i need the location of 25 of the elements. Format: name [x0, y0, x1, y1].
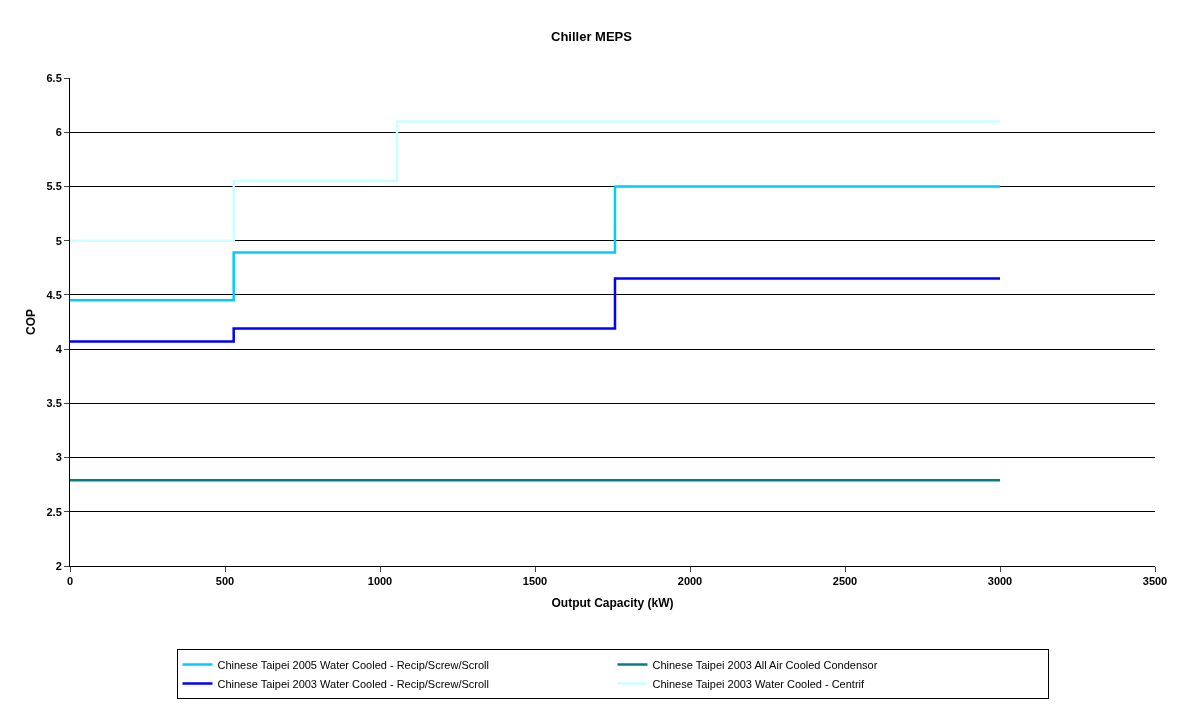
legend-label: Chinese Taipei 2003 Water Cooled - Centrif [652, 677, 865, 690]
y-tick-label: 3 [55, 451, 62, 464]
y-axis-title: COP [23, 308, 38, 336]
y-tick-label: 4 [55, 342, 63, 355]
x-axis-title: Output Capacity (kW) [551, 596, 674, 611]
legend-label: Chinese Taipei 2003 All Air Cooled Condensor [652, 658, 878, 671]
y-tick-label: 2 [55, 559, 62, 572]
x-tick-label: 3000 [987, 575, 1013, 588]
x-tick-label: 3500 [1142, 575, 1168, 588]
x-tick-label: 2000 [677, 575, 703, 588]
chart-title: Chiller MEPS [551, 29, 633, 45]
x-tick-label: 2500 [832, 575, 858, 588]
y-tick-label: 5.5 [46, 180, 62, 193]
legend-label: Chinese Taipei 2005 Water Cooled - Recip/Screw/Scroll [217, 658, 489, 671]
x-tick-label: 0 [66, 575, 74, 588]
x-tick-label: 1500 [522, 575, 548, 588]
y-tick-label: 6.5 [46, 71, 62, 84]
x-tick-label: 1000 [367, 575, 393, 588]
y-tick-label: 4.5 [46, 288, 62, 301]
y-tick-label: 3.5 [46, 397, 62, 410]
y-tick-label: 6 [55, 126, 62, 139]
y-tick-label: 2.5 [46, 505, 62, 518]
y-tick-label: 5 [55, 234, 62, 247]
x-tick-label: 500 [215, 575, 235, 588]
legend-label: Chinese Taipei 2003 Water Cooled - Recip/Screw/Scroll [217, 677, 489, 690]
